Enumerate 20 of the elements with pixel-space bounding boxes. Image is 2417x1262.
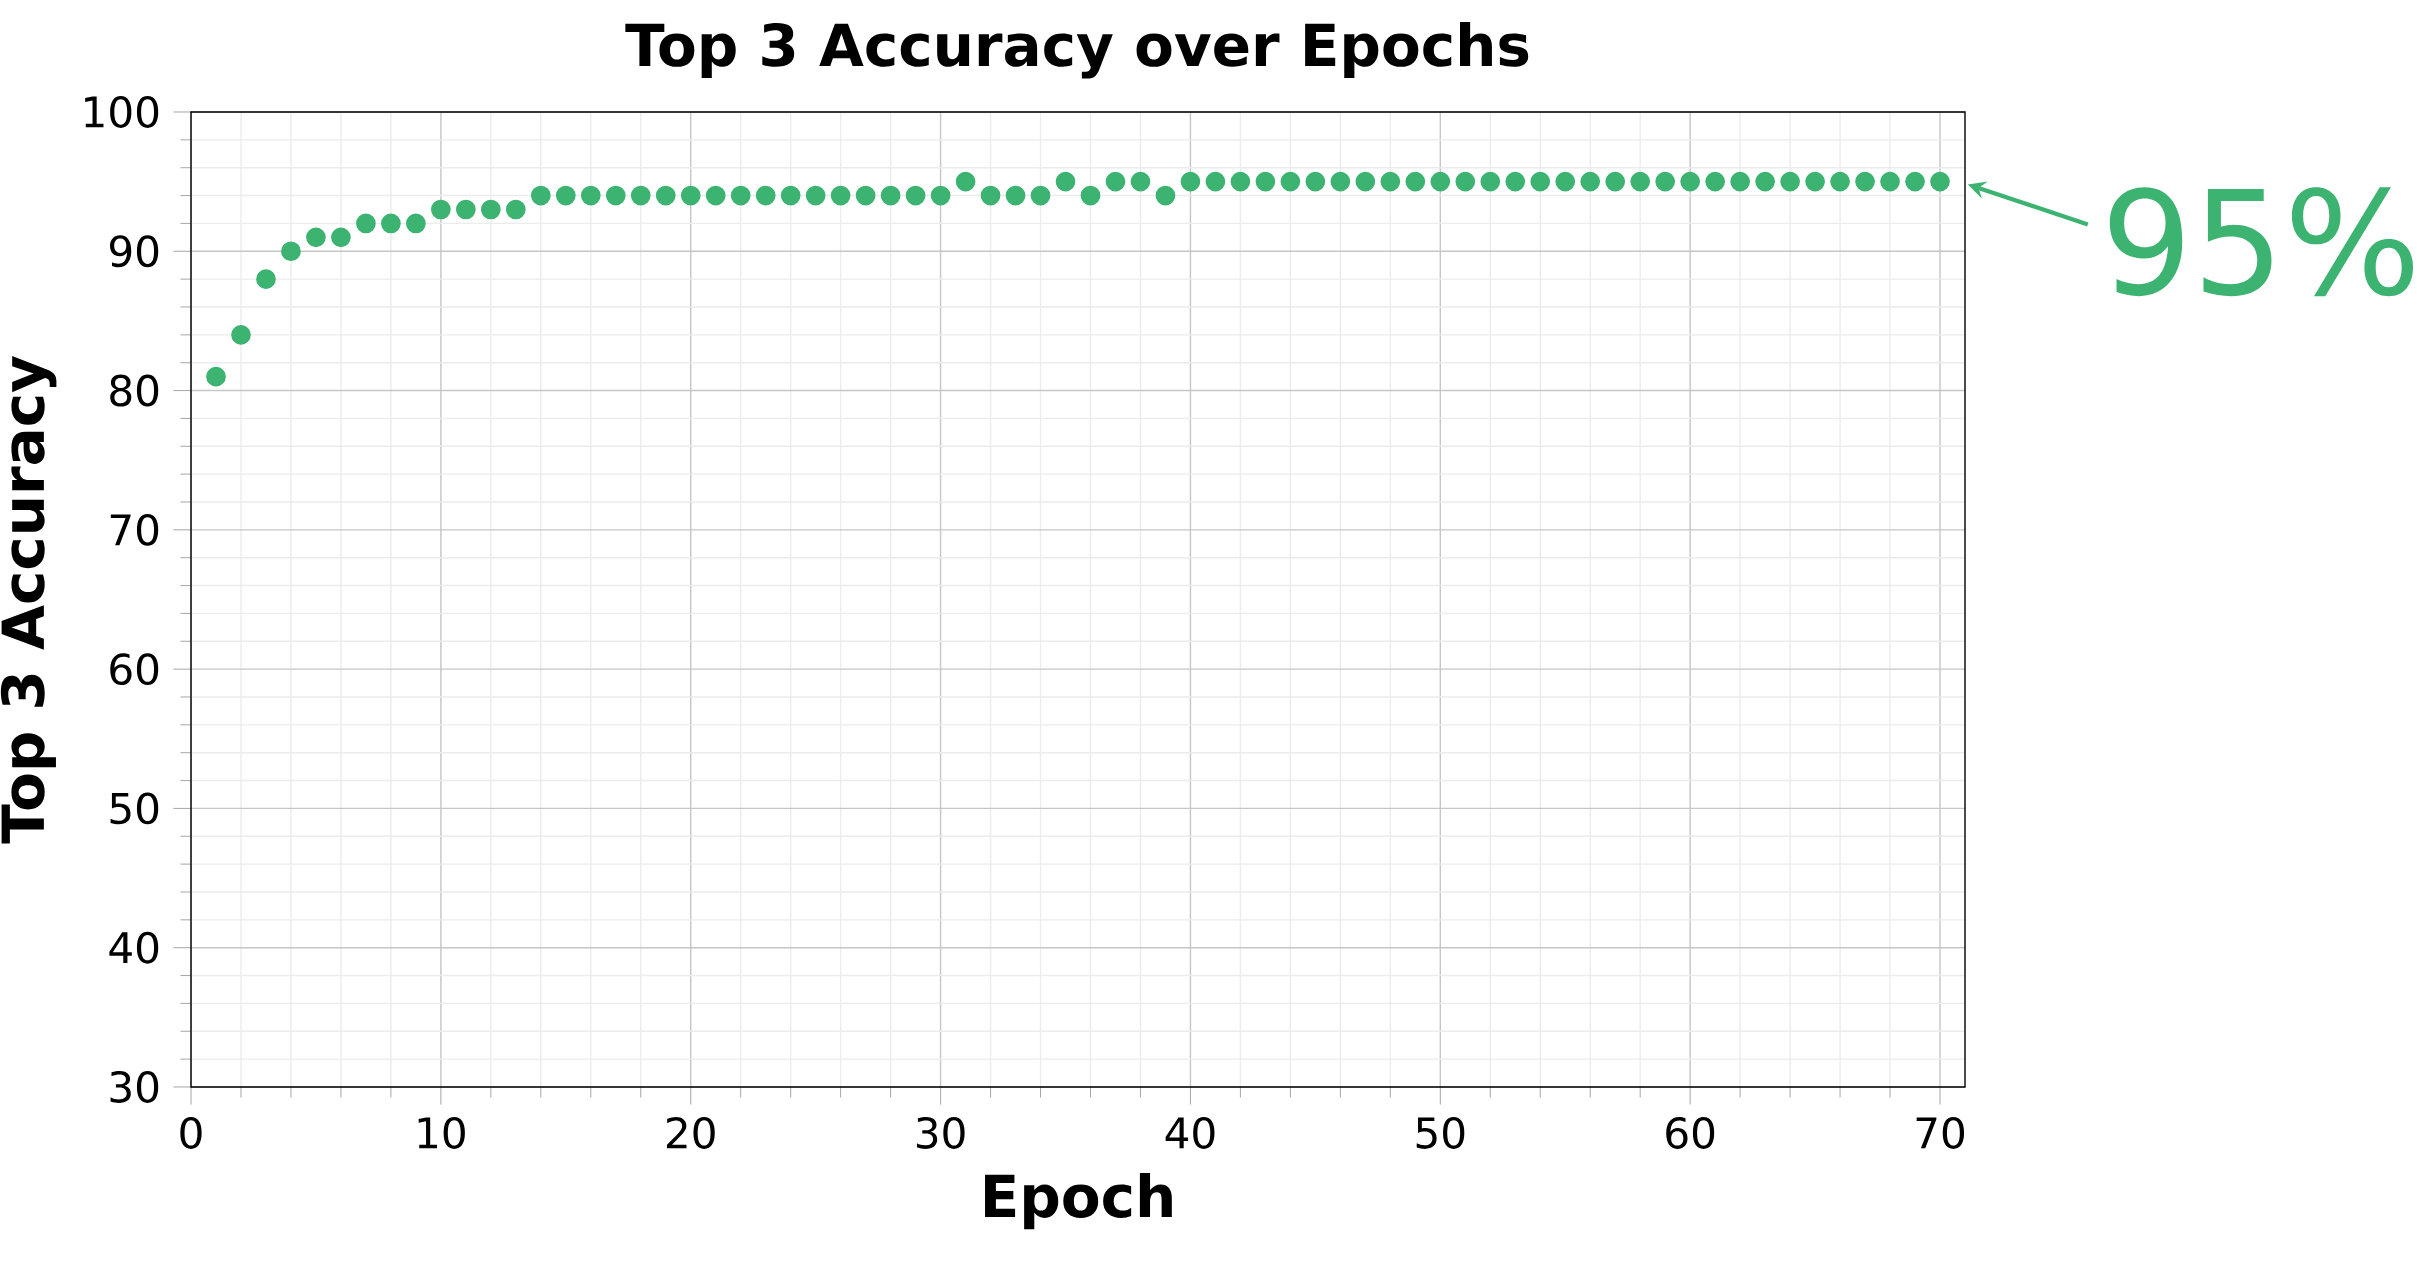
chart-title: Top 3 Accuracy over Epochs xyxy=(625,21,1529,79)
x-tick-label: 60 xyxy=(1666,1116,1715,1149)
x-tick-label: 10 xyxy=(418,1116,465,1149)
x-tick-label: 70 xyxy=(1916,1116,1965,1149)
y-tick-label: 40 xyxy=(109,931,159,964)
y-tick-label: 80 xyxy=(110,374,159,407)
y-tick-label: 70 xyxy=(110,513,159,546)
y-tick-label: 60 xyxy=(110,653,159,686)
x-tick-label: 30 xyxy=(916,1116,965,1149)
annotation: 95% xyxy=(2109,187,2413,297)
y-tick-label: 90 xyxy=(110,235,159,268)
x-tick-label: 40 xyxy=(1165,1116,1215,1149)
y-tick-label: 100 xyxy=(85,96,159,128)
x-tick-label: 0 xyxy=(180,1116,202,1149)
y-tick-label: 50 xyxy=(110,792,159,825)
y-tick-label: 30 xyxy=(110,1071,159,1103)
x-tick-label: 20 xyxy=(666,1116,715,1149)
x-tick-label: 50 xyxy=(1416,1116,1465,1149)
y-axis-title: Top 3 Accuracy xyxy=(0,356,57,844)
x-axis-title: Epoch xyxy=(985,1173,1172,1230)
